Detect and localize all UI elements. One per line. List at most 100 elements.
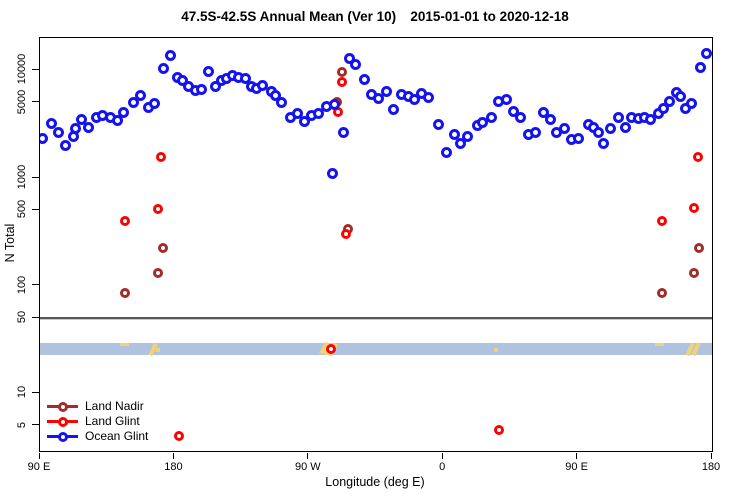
y-tick-label: 50: [16, 310, 28, 324]
point-land-nadir: [694, 243, 705, 254]
y-tick: [32, 208, 39, 210]
point-land-nadir: [157, 243, 168, 254]
point-land-glint: [689, 202, 700, 213]
point-ocean-glint: [338, 126, 350, 138]
point-ocean-glint: [76, 113, 88, 125]
point-ocean-glint: [544, 114, 556, 126]
x-tick-label: 90 W: [294, 461, 321, 473]
x-tick: [307, 453, 309, 459]
point-ocean-glint: [644, 114, 656, 126]
band-mark-dot: [493, 347, 498, 352]
point-ocean-glint: [269, 89, 281, 101]
point-ocean-glint: [134, 89, 146, 101]
x-tick-label: 90 E: [27, 461, 51, 473]
plot-area: Land Nadir Land Glint Ocean Glint: [39, 37, 713, 452]
point-ocean-glint: [441, 147, 453, 159]
band-mark-dash: [120, 342, 130, 346]
legend-item-land-nadir: Land Nadir: [47, 399, 148, 414]
point-ocean-glint: [196, 84, 208, 96]
point-land-glint: [336, 77, 347, 88]
point-ocean-glint: [486, 112, 498, 124]
point-ocean-glint: [59, 139, 71, 151]
point-ocean-glint: [700, 48, 712, 60]
point-ocean-glint: [111, 114, 123, 126]
y-tick: [32, 101, 39, 103]
point-ocean-glint: [619, 121, 631, 133]
point-land-glint: [340, 229, 351, 240]
y-tick: [32, 391, 39, 393]
point-ocean-glint: [432, 119, 444, 131]
x-tick: [441, 453, 443, 459]
point-ocean-glint: [573, 133, 585, 145]
point-ocean-glint: [538, 106, 550, 118]
point-land-glint: [153, 203, 164, 214]
point-land-nadir: [336, 67, 347, 78]
point-ocean-glint: [507, 105, 519, 117]
x-tick-label: 90 E: [565, 461, 588, 473]
y-tick-label: 5: [16, 421, 28, 428]
point-ocean-glint: [558, 123, 570, 135]
y-tick-label: 500: [16, 200, 28, 219]
point-ocean-glint: [327, 168, 339, 180]
point-ocean-glint: [53, 126, 65, 138]
point-ocean-glint: [165, 49, 177, 61]
point-land-glint: [326, 343, 337, 354]
point-land-nadir: [152, 268, 163, 279]
point-ocean-glint: [462, 130, 474, 142]
y-tick: [32, 284, 39, 286]
point-land-nadir: [656, 288, 667, 299]
y-tick-label: 5000: [16, 89, 28, 114]
y-tick: [32, 316, 39, 318]
point-ocean-glint: [477, 116, 489, 128]
x-tick: [38, 453, 40, 459]
point-land-glint: [493, 424, 504, 435]
point-ocean-glint: [529, 126, 541, 138]
point-ocean-glint: [685, 97, 697, 109]
y-tick: [32, 424, 39, 426]
ocean-coverage-band: [40, 342, 712, 357]
point-ocean-glint: [83, 121, 95, 133]
legend-label: Ocean Glint: [85, 429, 149, 443]
point-ocean-glint: [70, 122, 82, 134]
legend-item-land-glint: Land Glint: [47, 414, 148, 429]
point-ocean-glint: [423, 91, 435, 103]
point-ocean-glint: [149, 97, 161, 109]
point-ocean-glint: [298, 115, 310, 127]
x-tick: [172, 453, 174, 459]
point-ocean-glint: [46, 117, 58, 129]
y-axis-title: N Total: [3, 223, 17, 263]
point-land-glint: [333, 107, 344, 118]
point-land-glint: [174, 431, 185, 442]
legend-item-ocean-glint: Ocean Glint: [47, 429, 148, 444]
point-ocean-glint: [514, 112, 526, 124]
legend-label: Land Nadir: [85, 399, 144, 413]
reference-line-50: [40, 317, 712, 321]
y-tick-label: 10: [16, 386, 28, 399]
land-nadir-marker-icon: [47, 401, 78, 412]
point-ocean-glint: [117, 106, 129, 118]
ocean-glint-marker-icon: [47, 431, 78, 442]
x-tick-label: 180: [164, 461, 183, 473]
point-ocean-glint: [613, 112, 625, 124]
point-land-glint: [656, 215, 667, 226]
point-ocean-glint: [381, 85, 393, 97]
point-land-nadir: [120, 288, 131, 299]
point-ocean-glint: [597, 138, 609, 150]
x-tick-label: 0: [439, 461, 446, 473]
point-ocean-glint: [388, 103, 400, 115]
point-ocean-glint: [604, 123, 616, 135]
point-ocean-glint: [239, 72, 251, 84]
band-mark-dot: [155, 347, 160, 352]
point-ocean-glint: [694, 61, 706, 73]
legend-label: Land Glint: [85, 414, 140, 428]
band-mark-dash: [655, 342, 665, 346]
point-ocean-glint: [257, 80, 269, 92]
y-tick-label: 10000: [16, 54, 28, 85]
point-ocean-glint: [209, 81, 221, 93]
point-ocean-glint: [358, 74, 370, 86]
x-axis-title: Longitude (deg E): [325, 475, 425, 489]
point-land-nadir: [689, 268, 700, 279]
point-ocean-glint: [312, 108, 324, 120]
point-ocean-glint: [409, 94, 421, 106]
land-glint-marker-icon: [47, 416, 78, 427]
